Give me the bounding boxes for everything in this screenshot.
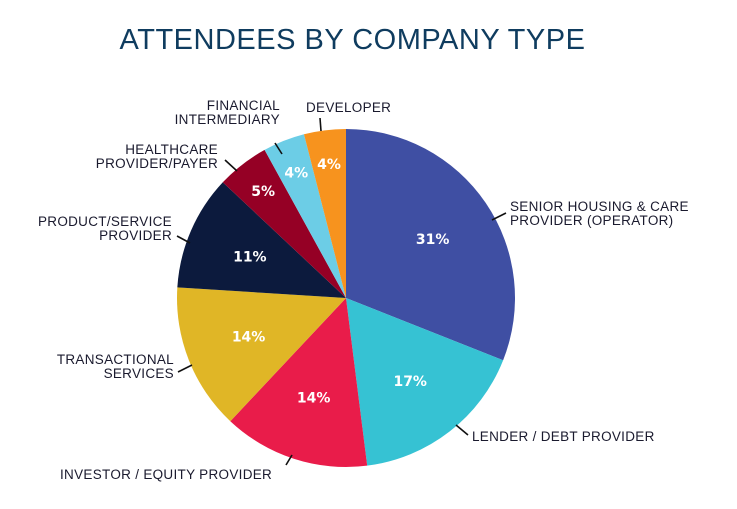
leader-line-developer xyxy=(319,117,322,132)
label-financial: FINANCIAL INTERMEDIARY xyxy=(174,98,280,127)
label-transactional: TRANSACTIONAL SERVICES xyxy=(56,352,174,381)
data-label-product-service: 11% xyxy=(233,249,267,265)
chart-title-text: ATTENDEES BY COMPANY TYPE xyxy=(119,24,586,56)
leader-line-senior xyxy=(491,212,507,221)
data-label-investor: 14% xyxy=(297,391,331,407)
slice-lender xyxy=(346,298,504,466)
slice-developer xyxy=(303,129,346,298)
label-product-service: PRODUCT/SERVICE PROVIDER xyxy=(37,214,172,243)
leader-line-financial xyxy=(274,142,283,155)
slice-financial xyxy=(264,134,346,298)
slice-senior-housing xyxy=(346,129,516,361)
label-healthcare: HEALTHCARE PROVIDER/PAYER xyxy=(95,142,218,171)
leader-line-transactional xyxy=(177,364,193,373)
label-developer: DEVELOPER xyxy=(306,100,392,115)
slice-healthcare xyxy=(222,149,346,298)
data-label-financial: 4% xyxy=(284,165,308,181)
data-label-developer: 4% xyxy=(317,157,341,173)
leader-line-product xyxy=(176,235,191,244)
slice-transactional xyxy=(177,287,346,422)
label-senior-housing: SENIOR HOUSING & CARE PROVIDER (OPERATOR… xyxy=(510,199,689,228)
leader-line-healthcare xyxy=(224,159,238,172)
slice-investor xyxy=(230,298,368,467)
data-label-healthcare: 5% xyxy=(251,184,275,200)
chart-title: ATTENDEES BY COMPANY TYPE xyxy=(0,24,737,57)
leader-line-lender xyxy=(455,424,469,436)
leader-line-investor xyxy=(285,454,293,466)
slice-product-service xyxy=(177,182,346,298)
label-investor: INVESTOR / EQUITY PROVIDER xyxy=(60,467,273,482)
label-lender: LENDER / DEBT PROVIDER xyxy=(472,429,655,444)
leader-lines xyxy=(176,117,507,466)
data-label-transactional: 14% xyxy=(232,330,266,346)
data-label-senior-housing: 31% xyxy=(416,232,450,248)
data-label-lender: 17% xyxy=(393,374,427,390)
